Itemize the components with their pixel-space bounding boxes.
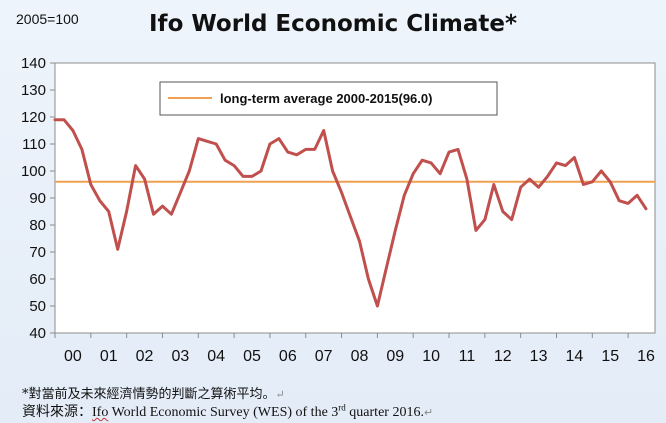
x-tick-label: 00 — [64, 348, 82, 365]
y-tick-label: 120 — [21, 109, 46, 126]
chart-title: Ifo World Economic Climate* — [149, 11, 517, 37]
x-tick-label: 01 — [100, 348, 118, 365]
y-tick-label: 140 — [21, 55, 46, 72]
y-axis: 40 50 60 70 80 90 100 110 120 130 140 — [21, 55, 55, 342]
y-tick-label: 130 — [21, 82, 46, 99]
return-mark: ↵ — [423, 407, 434, 419]
source-sup: rd — [338, 402, 346, 413]
x-tick-label: 10 — [422, 348, 440, 365]
source-prefix: 資料來源： — [22, 405, 92, 420]
legend-box — [159, 81, 498, 116]
legend: long-term average 2000-2015(96.0) — [159, 81, 498, 116]
y-tick-label: 80 — [29, 217, 46, 234]
source-suffix: quarter 2016. — [345, 405, 424, 420]
x-axis: 00 01 02 03 04 05 06 07 08 09 10 11 12 13 14 15 16 — [54, 333, 655, 365]
x-tick-label: 03 — [171, 348, 189, 365]
y-tick-label: 90 — [29, 190, 46, 207]
y-tick-label: 100 — [21, 163, 46, 180]
x-tick-label: 07 — [315, 348, 333, 365]
source-mid: World Economic Survey (WES) of the 3 — [108, 405, 339, 420]
x-tick-label: 15 — [601, 348, 619, 365]
x-tick-label: 09 — [386, 348, 404, 365]
footnote: *對當前及未來經濟情勢的判斷之算術平均。↵ — [22, 383, 285, 402]
x-tick-label: 11 — [459, 348, 476, 365]
x-tick-label: 12 — [494, 348, 512, 365]
x-tick-label: 13 — [530, 348, 548, 365]
scale-note: 2005=100 — [16, 11, 79, 27]
return-mark: ↵ — [275, 388, 285, 401]
x-tick-label: 16 — [637, 348, 655, 365]
y-tick-label: 110 — [22, 136, 46, 153]
x-tick-label: 06 — [279, 348, 297, 365]
x-tick-label: 08 — [351, 348, 369, 365]
y-tick-label: 60 — [29, 271, 46, 288]
series-line — [53, 118, 648, 308]
y-tick-label: 70 — [29, 244, 46, 261]
chart: 40 50 60 70 80 90 100 110 120 130 140 00 01 02 03 04 05… — [21, 55, 656, 365]
legend-label: long-term average 2000-2015(96.0) — [220, 91, 432, 106]
y-tick-label: 50 — [29, 298, 46, 315]
source-line: 資料來源：Ifo World Economic Survey (WES) of … — [22, 401, 433, 421]
y-tick-label: 40 — [29, 325, 46, 342]
x-tick-label: 14 — [566, 348, 584, 365]
footnote-text: *對當前及未來經濟情勢的判斷之算術平均。 — [22, 387, 276, 402]
x-tick-label: 04 — [207, 348, 225, 365]
x-tick-label: 02 — [136, 348, 154, 365]
source-ifo: Ifo — [92, 405, 109, 420]
x-tick-label: 05 — [243, 348, 261, 365]
